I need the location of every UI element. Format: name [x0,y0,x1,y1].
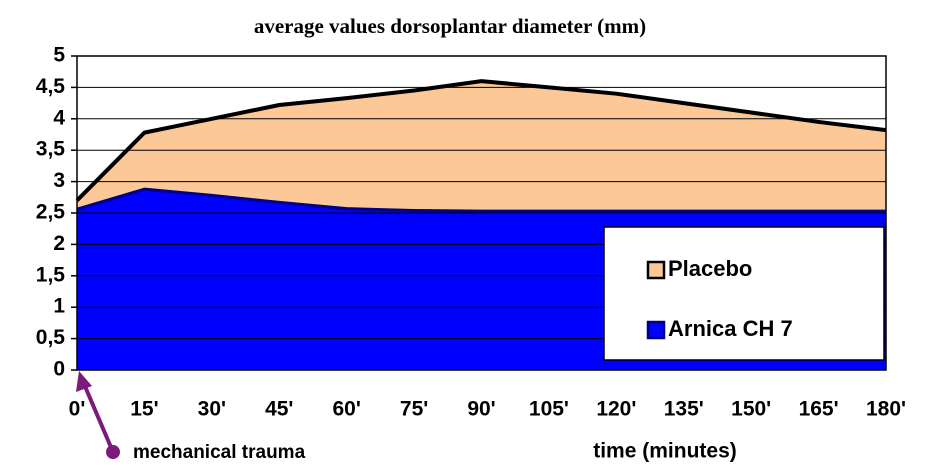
y-tick-label: 3,5 [36,138,66,161]
x-tick-label: 120' [596,398,636,421]
x-tick-label: 0' [69,398,86,421]
y-tick-label: 3 [53,169,65,192]
annotation-arrow [82,383,115,453]
x-tick-label: 30' [198,398,226,421]
x-tick-label: 60' [332,398,360,421]
chart-title: average values dorsoplantar diameter (mm… [254,14,646,38]
annotation: mechanical trauma [133,442,306,463]
legend-label: Arnica CH 7 [668,316,793,341]
legend-swatch [646,320,666,340]
area-line [75,79,887,202]
x-tick-label: 75' [400,398,428,421]
y-tick-label: 1,5 [36,263,66,286]
y-tick-label: 1 [53,295,65,318]
x-tick-label: 180' [866,398,906,421]
y-tick-label: 2 [53,232,65,255]
y-tick-label: 4,5 [36,75,66,98]
y-tick-label: 5 [53,44,65,67]
x-tick-label: 105' [529,398,569,421]
y-tick-label: 4 [53,106,65,129]
area-line [76,187,886,213]
y-tick-label: 2,5 [36,201,66,224]
x-tick-label: 45' [265,398,293,421]
x-tick-label: 90' [467,398,495,421]
x-tick-label: 150' [731,398,771,421]
legend-swatch [646,260,666,280]
y-tick-label: 0 [53,358,65,381]
legend-label: Placebo [668,256,752,281]
annotation-dot [106,445,120,459]
annotation-arrowhead [76,371,92,392]
y-tick-label: 0,5 [36,326,66,349]
x-tick-label: 165' [799,398,839,421]
x-axis-label: time (minutes) [593,440,737,463]
x-tick-label: 135' [664,398,704,421]
x-tick-label: 15' [130,398,158,421]
